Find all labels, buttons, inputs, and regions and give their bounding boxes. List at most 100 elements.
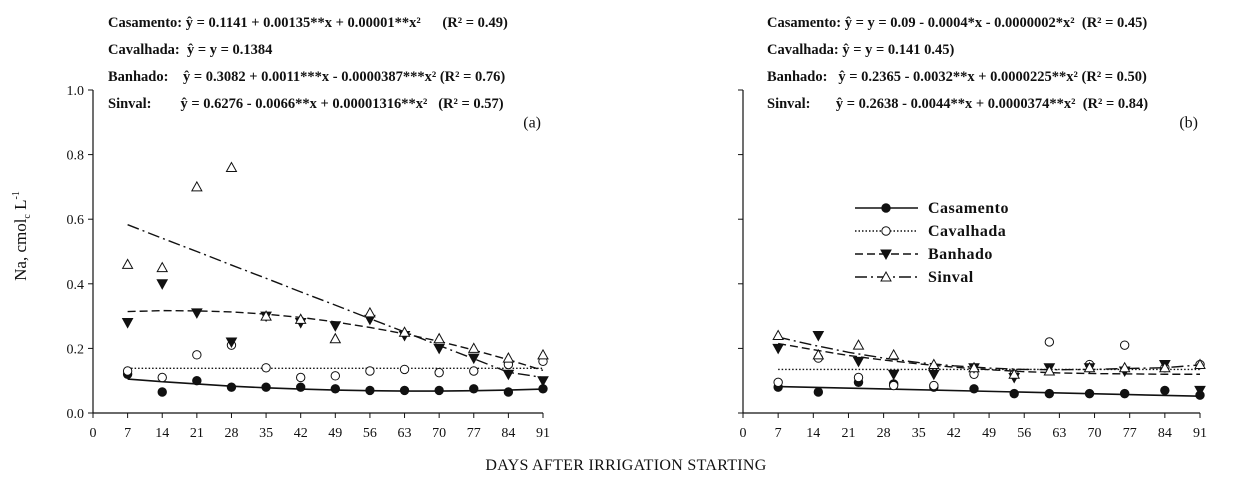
panel-b-x-tick-label: 63 xyxy=(1052,426,1066,441)
panel-b-point-cavalhada xyxy=(929,380,939,391)
panel-b-point-sinval xyxy=(812,348,825,360)
panel-b-point-sinval xyxy=(1008,368,1021,379)
panel-b-point-casamento xyxy=(1160,385,1170,396)
panel-b-point-cavalhada xyxy=(1044,337,1055,347)
panel-b-letter: (b) xyxy=(1179,114,1198,131)
panel-a-point-cavalhada xyxy=(330,371,341,381)
y-axis-label-unit: L xyxy=(11,199,30,214)
panel-b-point-cavalhada xyxy=(888,380,899,391)
panel-a-fit-line-sinval xyxy=(127,224,544,379)
panel-a-equation: Sinval: ŷ = 0.6276 - 0.0066**x + 0.00001… xyxy=(108,96,504,112)
panel-b-equation: Sinval: ŷ = 0.2638 - 0.0044**x + 0.00003… xyxy=(767,96,1148,112)
panel-a-x-tick-label: 7 xyxy=(124,426,131,441)
panel-a-point-banhado xyxy=(121,318,134,329)
panel-b-x-tick-label: 0 xyxy=(740,426,747,441)
panel-a-point-cavalhada xyxy=(365,366,375,376)
panel-a-point-cavalhada xyxy=(192,350,202,360)
panel-a-series-cavalhada xyxy=(122,340,548,383)
panel-a-point-banhado xyxy=(537,376,549,387)
panel-a-y-tick-label: 0.4 xyxy=(67,278,85,293)
panel-a-point-cavalhada xyxy=(122,366,133,376)
panel-a-point-casamento xyxy=(469,384,479,394)
panel-a-point-banhado xyxy=(467,353,480,365)
panel-a-point-sinval xyxy=(502,352,515,363)
panel-a-x-tick-label: 49 xyxy=(328,426,342,441)
panel-b-point-sinval xyxy=(887,348,900,360)
legend-entry-cavalhada: Cavalhada xyxy=(855,223,1006,240)
legend-entry-casamento: Casamento xyxy=(855,200,1008,217)
panel-b-point-sinval xyxy=(927,358,940,370)
panel-a-x-tick-label: 63 xyxy=(398,426,412,441)
panel-a-point-casamento xyxy=(261,382,271,392)
panel-b-point-sinval xyxy=(852,339,865,350)
y-axis-label-sub: c xyxy=(22,214,33,219)
panel-a: 0.0 0.2 0.4 0.6 0.8 1.0 0 7 14 21 28 35 42 49 56 63 70 77… xyxy=(67,15,551,441)
panel-a-equation: Casamento: ŷ = 0.1141 + 0.00135**x + 0.0… xyxy=(108,15,508,31)
panel-b-point-sinval xyxy=(1158,361,1171,373)
panel-b-x-tick-label: 49 xyxy=(982,426,996,441)
panel-a-x-tick-label: 56 xyxy=(363,426,377,441)
panel-a-point-casamento xyxy=(399,385,410,396)
panel-a-point-casamento xyxy=(226,382,237,392)
y-axis-label-main: Na, cmol xyxy=(11,218,30,281)
panel-b-fit-line-banhado xyxy=(778,342,1200,375)
panel-b-series-cavalhada xyxy=(773,337,1205,391)
panel-a-x-tick-label: 0 xyxy=(90,426,97,441)
panel-a-point-cavalhada xyxy=(157,372,167,383)
panel-b-point-sinval xyxy=(772,329,785,340)
panel-a-letter: (a) xyxy=(523,114,541,131)
panel-b-point-banhado xyxy=(1194,385,1206,397)
panel-b-point-cavalhada xyxy=(773,377,783,388)
panel-a-point-sinval xyxy=(329,332,342,344)
y-axis-label: Na, cmolc L-1 xyxy=(11,191,33,281)
panel-b-x-tick-label: 14 xyxy=(806,426,820,441)
panel-a-x-tick-label: 42 xyxy=(294,426,308,441)
panel-b-point-casamento xyxy=(813,387,824,397)
panel-b-equation: Casamento: ŷ = y = 0.09 - 0.0004*x - 0.0… xyxy=(767,15,1147,31)
panel-b-x-tick-label: 91 xyxy=(1193,426,1207,441)
panel-a-equation: Banhado: ŷ = 0.3082 + 0.0011***x - 0.000… xyxy=(108,69,505,85)
panel-a-point-sinval xyxy=(467,342,480,353)
panel-a-point-casamento xyxy=(503,387,514,397)
panel-a-x-tick-label: 21 xyxy=(190,426,204,441)
legend-marker-cavalhada xyxy=(881,226,891,236)
panel-a-y-tick-label: 0.8 xyxy=(67,149,85,164)
panel-a-point-sinval xyxy=(190,180,203,192)
panel-b-point-cavalhada xyxy=(1119,340,1130,350)
panel-a-point-sinval xyxy=(364,306,376,318)
panel-a-point-cavalhada xyxy=(261,363,271,373)
panel-a-point-casamento xyxy=(330,384,341,394)
panel-b-fit-line-sinval xyxy=(777,336,1201,371)
y-axis-label-sup: -1 xyxy=(11,191,22,199)
panel-a-x-tick-label: 77 xyxy=(467,426,481,441)
panel-b-point-sinval xyxy=(1194,358,1206,370)
panel-a-point-banhado xyxy=(156,279,169,290)
legend: Casamento Cavalhada Banhado Sinval xyxy=(855,200,1008,286)
panel-b-x-tick-label: 84 xyxy=(1158,426,1172,441)
panel-b-x-tick-label: 21 xyxy=(841,426,855,441)
panel-b-x-tick-label: 7 xyxy=(775,426,782,441)
panel-b-x-tick-label: 28 xyxy=(877,426,891,441)
panel-b-point-banhado xyxy=(772,343,785,355)
legend-marker-sinval xyxy=(880,270,892,282)
panel-a-x-tick-label: 14 xyxy=(155,426,169,441)
panel-a-x-tick-label: 28 xyxy=(224,426,238,441)
legend-entry-banhado: Banhado xyxy=(855,246,992,263)
legend-marker-casamento xyxy=(881,203,891,213)
panel-a-point-sinval xyxy=(121,258,134,269)
panel-b-point-banhado xyxy=(852,356,865,368)
panel-b-point-casamento xyxy=(1044,388,1055,399)
panel-a-point-sinval xyxy=(433,332,446,344)
panel-a-point-cavalhada xyxy=(434,367,444,378)
panel-a-x-tick-label: 70 xyxy=(432,426,446,441)
panel-a-x-tick-label: 84 xyxy=(501,426,515,441)
panel-b-x-tick-label: 42 xyxy=(947,426,961,441)
panel-b-point-casamento xyxy=(1084,388,1095,399)
panel-a-point-sinval xyxy=(398,326,411,337)
panel-b-point-banhado xyxy=(887,369,900,381)
panel-b-point-sinval xyxy=(968,361,980,373)
panel-b-series-sinval xyxy=(772,329,1206,379)
panel-a-point-sinval xyxy=(294,313,307,324)
panel-a-point-casamento xyxy=(434,385,444,396)
